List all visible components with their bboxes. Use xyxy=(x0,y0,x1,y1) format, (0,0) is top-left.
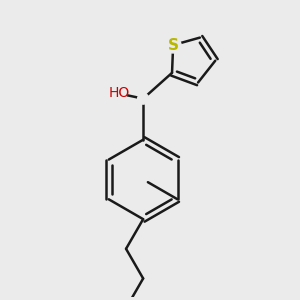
Circle shape xyxy=(138,93,148,104)
Circle shape xyxy=(107,84,127,103)
Circle shape xyxy=(165,37,181,53)
Text: S: S xyxy=(168,38,178,52)
Text: HO: HO xyxy=(109,86,130,100)
